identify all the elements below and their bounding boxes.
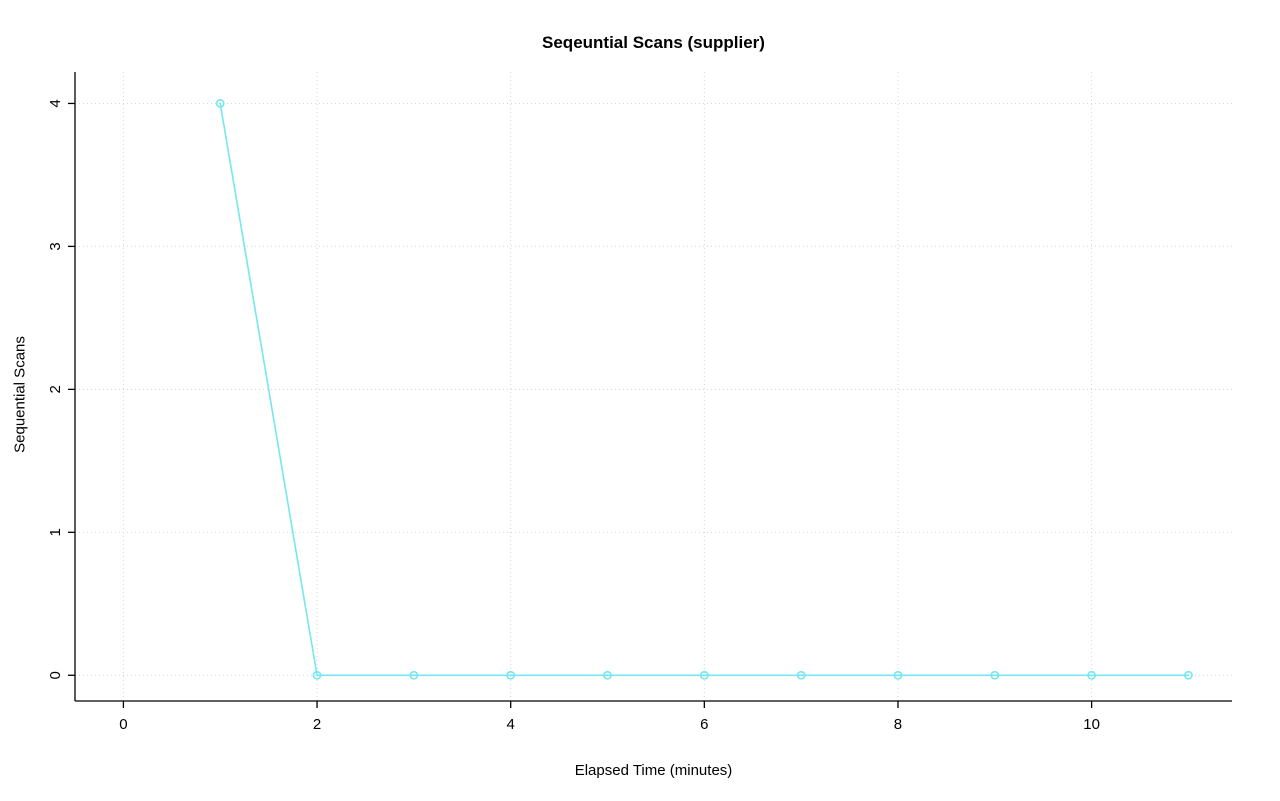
x-tick-label: 0 [119, 716, 127, 733]
data-point [215, 99, 225, 108]
x-tick-label: 6 [700, 716, 708, 733]
data-point [409, 670, 419, 680]
data-point [990, 670, 1000, 680]
x-tick-label: 10 [1083, 716, 1100, 733]
data-point [506, 670, 516, 680]
chart-title: Seqeuntial Scans (supplier) [542, 33, 765, 52]
x-tick-label: 8 [894, 716, 902, 733]
data-point [796, 670, 806, 680]
data-point [603, 670, 612, 680]
y-tick-label: 2 [47, 385, 64, 393]
data-point [312, 670, 322, 680]
data-point [1087, 670, 1097, 680]
y-tick-label: 3 [47, 242, 64, 250]
data-point [699, 670, 709, 680]
data-point [893, 670, 903, 680]
y-tick-label: 1 [47, 528, 64, 536]
x-axis-label: Elapsed Time (minutes) [574, 762, 733, 779]
data-line [219, 102, 1190, 677]
y-tick-label: 0 [47, 671, 64, 679]
y-axis-label: Sequential Scans [11, 336, 29, 453]
x-tick-label: 2 [313, 716, 321, 733]
data-point [1184, 670, 1193, 680]
y-tick-label: 4 [47, 99, 64, 107]
x-tick-label: 4 [507, 716, 515, 733]
